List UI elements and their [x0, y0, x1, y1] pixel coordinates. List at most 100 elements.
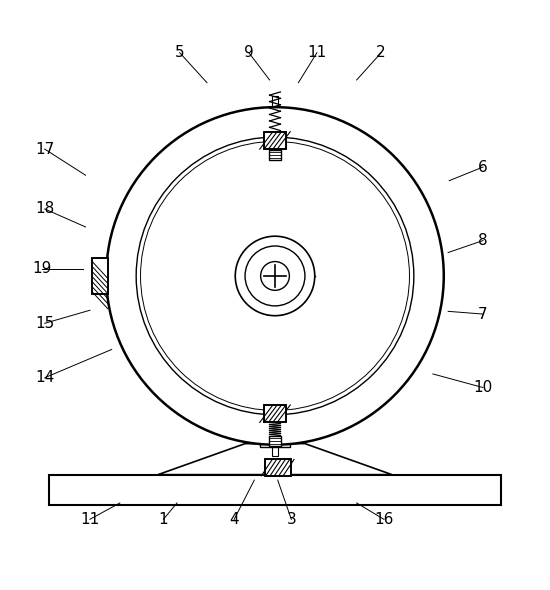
Point [292, 433, 301, 442]
Point [134, 336, 142, 345]
Point [195, 147, 204, 156]
Point [425, 309, 434, 318]
Point [419, 344, 428, 353]
Point [382, 377, 390, 386]
Point [430, 287, 439, 296]
Point [412, 198, 421, 208]
Point [122, 219, 131, 228]
Point [349, 146, 358, 156]
Point [397, 189, 405, 199]
Point [161, 379, 170, 389]
Point [419, 307, 428, 316]
Point [348, 146, 357, 156]
Point [238, 126, 247, 135]
Point [259, 419, 268, 429]
Point [415, 332, 424, 341]
Point [173, 148, 182, 157]
Point [244, 427, 253, 437]
Point [362, 388, 371, 397]
Point [136, 217, 145, 227]
Point [400, 185, 409, 194]
Point [202, 132, 211, 141]
Point [421, 262, 430, 271]
Point [114, 251, 123, 261]
Point [336, 129, 344, 138]
Point [114, 273, 123, 283]
Point [372, 171, 381, 180]
Point [178, 388, 187, 397]
Point [434, 248, 443, 257]
Point [189, 156, 197, 165]
Point [118, 264, 127, 274]
Point [407, 312, 416, 321]
Point [271, 435, 279, 445]
Point [230, 427, 239, 436]
Point [426, 280, 435, 289]
Point [321, 405, 330, 414]
Point [128, 316, 136, 325]
Point [329, 402, 338, 411]
Point [433, 303, 442, 312]
Point [321, 138, 330, 148]
Point [165, 371, 174, 380]
Point [266, 437, 274, 446]
Point [176, 392, 185, 401]
Point [375, 175, 384, 185]
Point [399, 201, 408, 210]
Point [157, 389, 166, 399]
Point [127, 189, 136, 199]
Point [422, 326, 431, 336]
Point [147, 375, 156, 384]
Point [404, 199, 412, 209]
Point [337, 143, 345, 153]
Point [127, 334, 136, 343]
Point [386, 186, 394, 196]
Point [375, 382, 384, 391]
Point [421, 320, 430, 329]
Point [370, 164, 379, 173]
Point [133, 204, 142, 214]
Point [356, 144, 365, 153]
Point [394, 181, 403, 190]
Point [309, 412, 317, 422]
Point [364, 381, 372, 391]
Point [140, 364, 149, 373]
Point [153, 173, 162, 182]
Point [169, 160, 178, 170]
Point [201, 139, 210, 148]
Point [343, 142, 351, 152]
Point [246, 114, 255, 124]
Point [262, 105, 271, 114]
Point [381, 378, 390, 388]
Point [395, 360, 404, 370]
Point [422, 254, 431, 263]
Point [339, 131, 348, 140]
Point [360, 402, 368, 412]
Point [113, 218, 122, 228]
Point [332, 407, 341, 416]
Point [364, 136, 372, 146]
Point [257, 126, 266, 136]
Point [273, 109, 282, 119]
Point [186, 149, 195, 158]
Point [281, 120, 290, 130]
Point [113, 299, 122, 309]
Point [238, 112, 247, 122]
Point [395, 178, 404, 187]
Point [132, 234, 141, 244]
Text: 7: 7 [478, 307, 488, 322]
Point [399, 196, 408, 205]
Point [107, 260, 116, 270]
Point [212, 122, 221, 132]
Point [123, 312, 131, 322]
Point [346, 145, 355, 155]
Point [399, 203, 408, 212]
Point [404, 342, 412, 351]
Point [372, 383, 381, 392]
Point [292, 431, 300, 440]
Point [431, 258, 440, 267]
Point [160, 378, 168, 388]
Point [400, 208, 409, 217]
Point [427, 308, 436, 317]
Point [120, 342, 129, 351]
